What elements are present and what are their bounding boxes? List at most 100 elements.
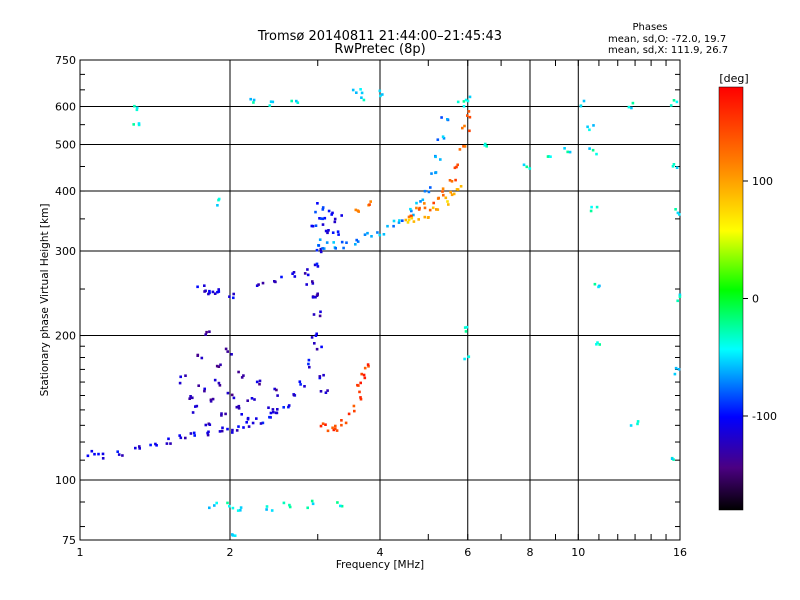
data-point xyxy=(327,229,330,232)
data-point xyxy=(423,202,426,205)
data-points xyxy=(86,88,682,537)
data-point xyxy=(392,224,395,228)
data-point xyxy=(452,192,456,196)
data-point xyxy=(267,406,270,409)
data-point xyxy=(321,422,325,425)
data-point xyxy=(468,95,472,99)
data-point xyxy=(312,313,316,316)
data-point xyxy=(331,211,334,215)
data-point xyxy=(327,209,331,213)
data-point xyxy=(319,310,322,314)
data-point xyxy=(342,246,345,250)
data-point xyxy=(588,147,591,150)
data-point xyxy=(189,395,192,398)
data-point xyxy=(310,224,314,228)
data-point xyxy=(252,101,255,104)
data-point xyxy=(298,380,302,383)
data-point xyxy=(315,332,318,336)
data-point xyxy=(275,388,278,392)
grid-lines xyxy=(80,60,680,540)
data-point xyxy=(678,213,681,216)
data-point xyxy=(368,203,371,206)
data-point xyxy=(230,393,234,397)
data-point xyxy=(179,436,183,440)
data-point xyxy=(251,421,255,425)
data-point xyxy=(340,419,343,422)
data-point xyxy=(90,449,94,453)
data-point xyxy=(366,231,369,235)
data-point xyxy=(627,105,631,109)
data-point xyxy=(356,383,359,387)
data-point xyxy=(359,381,362,385)
data-point xyxy=(316,293,319,297)
x-axis-label: Frequency [MHz] xyxy=(336,559,424,571)
data-point xyxy=(456,163,459,167)
data-point xyxy=(334,424,337,428)
data-point xyxy=(415,201,418,205)
data-point xyxy=(314,210,317,214)
data-point xyxy=(208,506,211,510)
data-point xyxy=(195,404,199,408)
data-point xyxy=(134,446,137,450)
data-point xyxy=(261,281,265,285)
data-point xyxy=(316,265,320,268)
data-point xyxy=(332,241,335,244)
data-point xyxy=(257,283,260,286)
data-point xyxy=(356,240,360,243)
data-point xyxy=(209,400,213,403)
data-point xyxy=(468,115,472,119)
data-point xyxy=(321,206,325,209)
data-point xyxy=(135,106,139,110)
data-point xyxy=(321,247,324,250)
data-point xyxy=(676,211,680,215)
x-tick-label: 16 xyxy=(673,546,687,559)
y-axis-ticks: 75 100 200 300 400 500 600 750 xyxy=(55,54,680,547)
data-point xyxy=(178,434,181,437)
data-point xyxy=(381,93,384,96)
data-point xyxy=(319,217,323,220)
data-point xyxy=(232,296,235,300)
data-point xyxy=(271,408,275,411)
data-point xyxy=(287,405,290,409)
data-point xyxy=(213,504,216,507)
data-point xyxy=(268,415,271,419)
y-axis-label: Stationary phase Virtual Height [km] xyxy=(39,204,51,397)
data-point xyxy=(359,397,363,401)
data-point xyxy=(226,391,230,395)
data-point xyxy=(154,442,157,446)
data-point xyxy=(317,244,321,247)
data-point xyxy=(137,122,141,125)
data-point xyxy=(596,341,599,344)
y-tick-label: 300 xyxy=(55,245,76,258)
data-point xyxy=(188,397,191,400)
data-point xyxy=(428,208,432,212)
data-point xyxy=(200,356,204,360)
data-point xyxy=(324,391,328,394)
phase-info-x: mean, sd,X: 111.9, 26.7 xyxy=(608,45,728,56)
data-point xyxy=(295,99,298,103)
data-point xyxy=(305,283,308,286)
data-point xyxy=(670,457,674,460)
data-point xyxy=(217,288,220,291)
data-point xyxy=(629,424,633,427)
data-point xyxy=(379,94,382,98)
data-point xyxy=(209,398,213,402)
data-point xyxy=(337,233,340,236)
data-point xyxy=(282,406,285,409)
x-tick-label: 2 xyxy=(227,546,234,559)
y-tick-label: 600 xyxy=(55,101,76,114)
data-point xyxy=(101,457,105,460)
data-point xyxy=(465,325,469,329)
data-point xyxy=(525,165,529,169)
data-point xyxy=(674,208,677,211)
data-point xyxy=(448,179,452,182)
data-point xyxy=(133,104,136,108)
data-point xyxy=(217,365,221,368)
data-point xyxy=(242,426,245,429)
data-point xyxy=(418,206,421,210)
y-tick-label: 500 xyxy=(55,139,76,152)
data-point xyxy=(456,188,460,191)
data-point xyxy=(419,200,422,203)
data-point xyxy=(367,365,370,368)
data-point xyxy=(196,285,199,289)
